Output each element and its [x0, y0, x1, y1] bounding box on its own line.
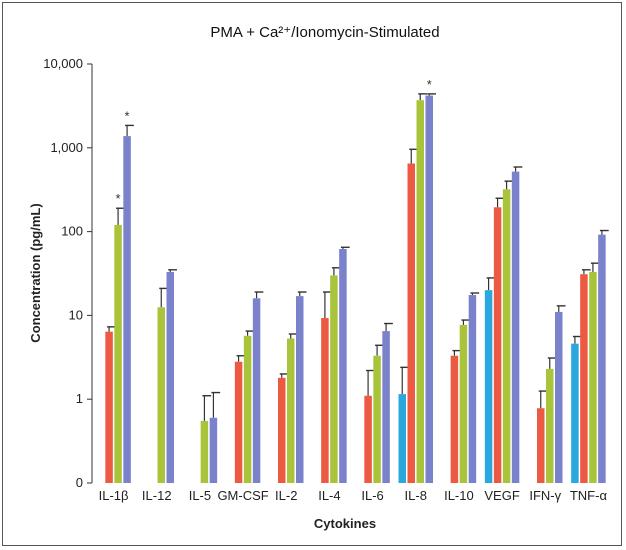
bar: [166, 271, 174, 483]
bar: [234, 361, 243, 483]
category-labels: IL-1β IL-12 IL-5 GM-CSF IL-2 IL-4 IL-6 IL-8 IL-1…: [99, 488, 608, 503]
x-tick-label: IFN-γ: [529, 488, 561, 503]
chart-title: PMA + Ca²⁺/Ionomycin-Stimulated: [210, 24, 439, 41]
x-tick-label: IL-10: [444, 488, 474, 503]
bar: [450, 355, 459, 483]
x-tick-label: IL-5: [189, 488, 211, 503]
bar: [537, 408, 545, 483]
bars-group: * * *: [105, 77, 609, 484]
x-tick-label: VEGF: [484, 488, 519, 503]
bar: [502, 189, 511, 483]
bar: [484, 290, 493, 483]
x-tick-label: IL-4: [318, 488, 340, 503]
bar: [364, 395, 372, 483]
y-tick-label: 100: [61, 224, 83, 239]
y-axis-label: Concentration (pg/mL): [28, 203, 43, 342]
bar: [416, 100, 424, 483]
bar: [243, 335, 252, 483]
bar: [200, 420, 209, 483]
bar: [330, 275, 338, 483]
bar: [493, 207, 502, 483]
bar: [580, 274, 588, 483]
y-tick-label: 10: [69, 307, 83, 322]
x-tick-label: IL-12: [142, 488, 172, 503]
y-tick-label: 10,000: [43, 56, 83, 71]
y-tick-label: 1,000: [50, 140, 83, 155]
significance-marker: *: [427, 77, 432, 92]
bar: [571, 343, 579, 483]
bar: [382, 331, 390, 483]
bar: [555, 311, 563, 483]
x-axis-label: Cytokines: [314, 516, 376, 531]
bar: [321, 318, 329, 483]
x-tick-label: GM-CSF: [217, 488, 268, 503]
y-tick-label: 1: [76, 391, 83, 406]
bar: [296, 296, 304, 483]
bar: [105, 331, 113, 483]
bar: [287, 338, 295, 483]
bar: [589, 271, 597, 483]
bar: [157, 307, 165, 483]
y-tick-label: 0: [76, 475, 83, 490]
bar: [252, 298, 261, 483]
bar: [468, 295, 477, 483]
bar: [511, 171, 520, 483]
bar: [398, 394, 406, 483]
bar: [123, 136, 131, 483]
bar: [114, 224, 122, 484]
x-tick-label: IL-6: [361, 488, 383, 503]
bar: [407, 163, 415, 484]
significance-marker: *: [125, 108, 130, 123]
x-tick-label: IL-1β: [99, 488, 129, 503]
bar: [339, 248, 347, 483]
x-tick-label: IL-2: [275, 488, 297, 503]
bar: [278, 377, 286, 483]
bar: [459, 324, 468, 483]
significance-marker: *: [116, 191, 121, 206]
x-tick-label: IL-8: [405, 488, 427, 503]
bar: [373, 355, 381, 483]
bar: [209, 417, 218, 483]
bar: [546, 368, 554, 483]
bar: [425, 95, 433, 483]
x-tick-label: TNF-α: [570, 488, 608, 503]
bar: [598, 234, 606, 483]
